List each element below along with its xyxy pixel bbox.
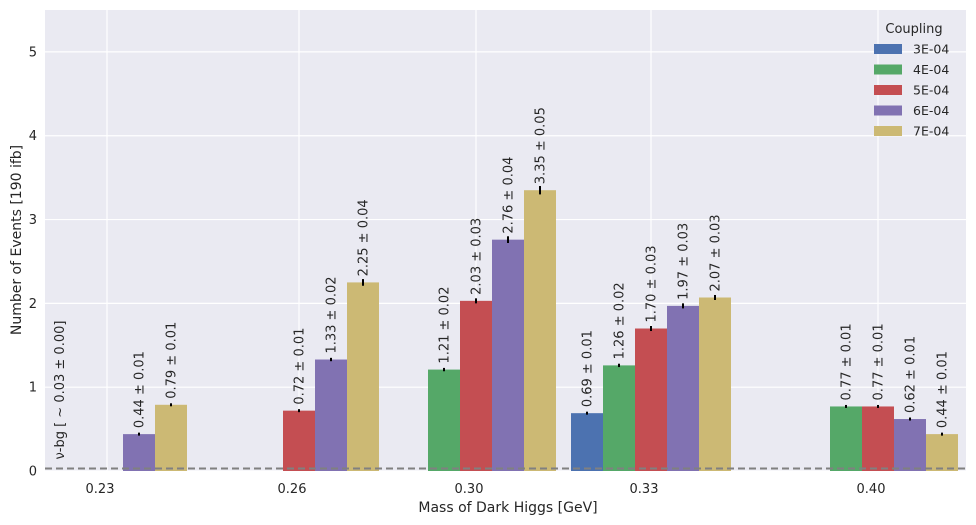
y-tick-label: 2 xyxy=(29,297,37,312)
bars xyxy=(123,186,958,471)
legend-swatch xyxy=(874,64,902,75)
bar-value-label: 0.79 ± 0.01 xyxy=(165,322,180,399)
legend-entry: 6E-04 xyxy=(913,103,949,118)
bar xyxy=(667,305,699,471)
legend-swatch xyxy=(874,126,902,136)
bar xyxy=(571,413,603,471)
bar xyxy=(492,239,524,471)
bar-value-label: 0.62 ± 0.01 xyxy=(904,336,919,413)
bar xyxy=(524,190,556,471)
legend-entry: 5E-04 xyxy=(913,83,949,98)
background-line-group: ν-bg [ ~ 0.03 ± 0.00] xyxy=(45,321,966,470)
bar xyxy=(894,419,926,471)
y-tick-label: 0 xyxy=(29,465,37,480)
bar xyxy=(347,282,379,471)
legend: Coupling 3E-04 4E-04 5E-04 6E-04 7E-04 xyxy=(874,22,949,139)
bar-value-label: 0.72 ± 0.01 xyxy=(293,328,308,405)
bar xyxy=(635,328,667,471)
y-axis-label: Number of Events [190 ifb] xyxy=(9,145,25,335)
legend-swatch xyxy=(874,44,902,54)
bar xyxy=(830,406,862,471)
bar-value-label: 3.35 ± 0.05 xyxy=(534,107,549,184)
bar-value-label: 1.21 ± 0.02 xyxy=(438,287,453,364)
bar-value-label: 0.44 ± 0.01 xyxy=(133,351,148,428)
y-tick-label: 3 xyxy=(29,213,37,228)
x-tick-label: 0.23 xyxy=(86,482,115,497)
bar xyxy=(155,404,187,471)
x-tick-label: 0.33 xyxy=(630,482,659,497)
bar-value-label: 1.26 ± 0.02 xyxy=(613,282,628,359)
x-tick-label: 0.26 xyxy=(278,482,307,497)
x-tick-label: 0.40 xyxy=(857,482,886,497)
y-tick-label: 5 xyxy=(29,45,37,60)
bar xyxy=(862,406,894,471)
x-tick-label: 0.30 xyxy=(455,482,484,497)
bar-value-label: 1.70 ± 0.03 xyxy=(645,245,660,322)
legend-swatch xyxy=(874,85,902,95)
bar-value-label: 2.07 ± 0.03 xyxy=(709,214,724,291)
bar xyxy=(315,359,347,471)
bar xyxy=(460,300,492,471)
bar xyxy=(123,434,155,471)
bar-value-label: 0.44 ± 0.01 xyxy=(936,351,951,428)
bar-value-label: 2.03 ± 0.03 xyxy=(470,218,485,295)
legend-swatch xyxy=(874,105,902,116)
legend-title: Coupling xyxy=(885,22,942,37)
bar-value-label: 0.77 ± 0.01 xyxy=(840,323,855,400)
y-tick-label: 1 xyxy=(29,381,37,396)
bar xyxy=(699,297,731,471)
bar xyxy=(428,369,460,471)
legend-entry: 4E-04 xyxy=(913,62,949,77)
ticks: 0 1 2 3 4 5 0.23 0.26 0.30 0.33 0.40 xyxy=(29,45,886,497)
bar-value-label: 1.33 ± 0.02 xyxy=(325,276,340,353)
bar-labels: 0.69 ± 0.01 1.21 ± 0.02 1.26 ± 0.02 0.77 ± … xyxy=(133,107,951,428)
bar xyxy=(926,434,958,471)
bar xyxy=(283,410,315,471)
legend-entry: 3E-04 xyxy=(913,42,949,57)
legend-entry: 7E-04 xyxy=(913,124,949,139)
bar-value-label: 1.97 ± 0.03 xyxy=(677,223,692,300)
bar-value-label: 2.76 ± 0.04 xyxy=(502,157,517,234)
bar-value-label: 0.77 ± 0.01 xyxy=(872,323,887,400)
background-line-label: ν-bg [ ~ 0.03 ± 0.00] xyxy=(53,321,68,460)
y-tick-label: 4 xyxy=(29,129,37,144)
bar-value-label: 2.25 ± 0.04 xyxy=(357,199,372,276)
x-axis-label: Mass of Dark Higgs [GeV] xyxy=(418,500,597,516)
bar-value-label: 0.69 ± 0.01 xyxy=(581,330,596,407)
bar xyxy=(603,365,635,471)
